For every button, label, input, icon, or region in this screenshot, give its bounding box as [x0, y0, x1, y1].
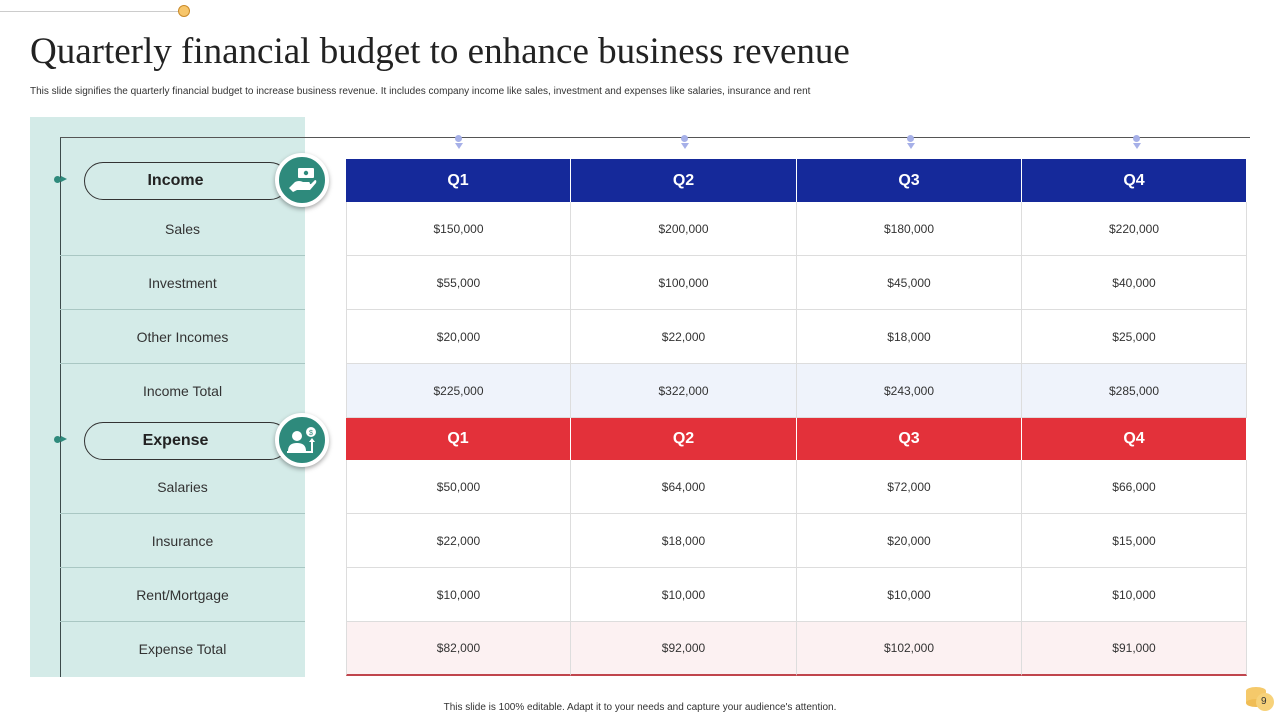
column-marker-icon: [455, 132, 465, 150]
total-cell: $225,000: [346, 364, 571, 418]
table-cell: $10,000: [346, 568, 571, 622]
table-cell: $22,000: [571, 310, 797, 364]
table-cell: $22,000: [346, 514, 571, 568]
table-cell: $10,000: [797, 568, 1022, 622]
table-cell: $50,000: [346, 460, 571, 514]
table-cell: $10,000: [571, 568, 797, 622]
expense-section-label: Expense: [84, 422, 289, 460]
row-label: Salaries: [60, 460, 305, 514]
income-header-q2: Q2: [571, 159, 797, 202]
expense-header-q1: Q1: [346, 418, 571, 460]
row-label: Other Incomes: [60, 310, 305, 364]
income-header-q1: Q1: [346, 159, 571, 202]
table-cell: $20,000: [797, 514, 1022, 568]
income-header-q4: Q4: [1022, 159, 1247, 202]
table-cell: $25,000: [1022, 310, 1247, 364]
coins-icon: [1246, 687, 1274, 711]
total-cell: $91,000: [1022, 622, 1247, 676]
income-section-label: Income: [84, 162, 289, 200]
total-cell: $285,000: [1022, 364, 1247, 418]
table-cell: $150,000: [346, 202, 571, 256]
table-cell: $18,000: [571, 514, 797, 568]
table-cell: $200,000: [571, 202, 797, 256]
decorative-line: [0, 11, 180, 12]
table-cell: $15,000: [1022, 514, 1247, 568]
page-title: Quarterly financial budget to enhance bu…: [30, 31, 850, 72]
table-cell: $55,000: [346, 256, 571, 310]
timeline-horizontal-line: [60, 137, 1250, 138]
table-cell: $18,000: [797, 310, 1022, 364]
page-subtitle: This slide signifies the quarterly finan…: [30, 86, 811, 97]
table-cell: $100,000: [571, 256, 797, 310]
decorative-dot: [178, 5, 190, 17]
column-marker-icon: [1133, 132, 1143, 150]
table-cell: $10,000: [1022, 568, 1247, 622]
table-cell: $180,000: [797, 202, 1022, 256]
expense-header-q3: Q3: [797, 418, 1022, 460]
table-cell: $72,000: [797, 460, 1022, 514]
page-number: 9: [1261, 696, 1267, 707]
expense-header-q2: Q2: [571, 418, 797, 460]
hand-money-icon: [275, 153, 329, 207]
table-cell: $220,000: [1022, 202, 1247, 256]
row-label: Sales: [60, 202, 305, 256]
table-cell: $20,000: [346, 310, 571, 364]
svg-text:$: $: [309, 430, 313, 437]
total-cell: $322,000: [571, 364, 797, 418]
table-cell: $40,000: [1022, 256, 1247, 310]
expense-header-q4: Q4: [1022, 418, 1247, 460]
row-label: Insurance: [60, 514, 305, 568]
row-label: Income Total: [142, 383, 223, 399]
total-cell: $92,000: [571, 622, 797, 676]
table-cell: $45,000: [797, 256, 1022, 310]
column-marker-icon: [907, 132, 917, 150]
income-header-q3: Q3: [797, 159, 1022, 202]
category-panel: [30, 117, 305, 677]
total-cell: $82,000: [346, 622, 571, 676]
timeline-vertical-line: [60, 137, 61, 677]
page-number-badge: 9: [1244, 683, 1276, 713]
person-money-bag-icon: $: [275, 413, 329, 467]
table-cell: $64,000: [571, 460, 797, 514]
total-cell: $102,000: [797, 622, 1022, 676]
table-cell: $66,000: [1022, 460, 1247, 514]
row-label: Rent/Mortgage: [60, 568, 305, 622]
row-label: Expense Total: [138, 641, 227, 657]
footer-note: This slide is 100% editable. Adapt it to…: [443, 702, 837, 713]
bullet-arrow-icon: [54, 176, 68, 184]
total-cell: $243,000: [797, 364, 1022, 418]
bullet-arrow-icon: [54, 436, 68, 444]
column-marker-icon: [681, 132, 691, 150]
row-label: Investment: [60, 256, 305, 310]
